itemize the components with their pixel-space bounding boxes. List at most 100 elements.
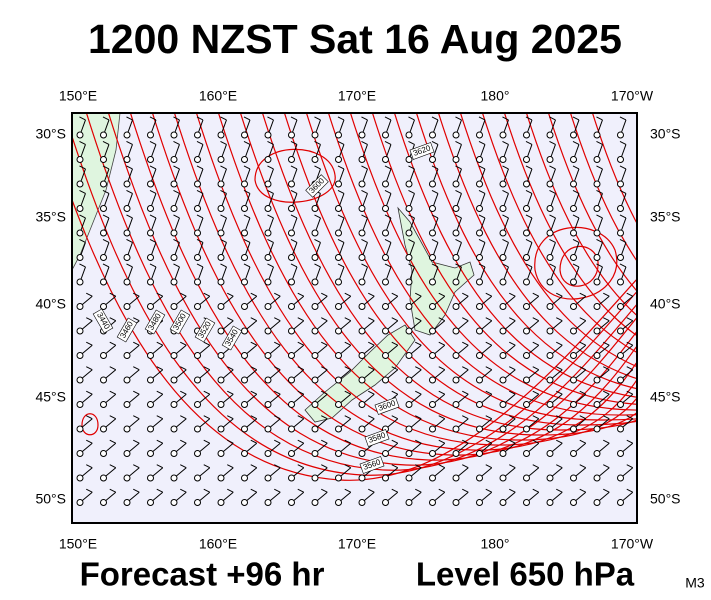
wind-feather [603, 415, 610, 420]
station [499, 205, 507, 212]
station [194, 352, 201, 359]
lat-label-left: 45°S [35, 389, 66, 405]
wind-feather [227, 439, 234, 444]
station [593, 327, 601, 335]
wind-feather [596, 239, 603, 243]
station [546, 474, 554, 482]
station [429, 303, 436, 310]
wind-feather [391, 488, 398, 493]
station [546, 254, 554, 261]
station [593, 254, 601, 261]
wind-feather [556, 341, 563, 346]
wind-feather [438, 341, 445, 346]
station [429, 131, 436, 139]
station [100, 254, 107, 261]
wind-feather [344, 415, 351, 420]
wind-feather [603, 341, 610, 346]
wind-feather [384, 239, 392, 243]
station [264, 205, 272, 212]
wind-feather [109, 464, 116, 469]
wind-feather [274, 341, 281, 346]
lat-label-right: 35°S [650, 209, 681, 225]
station [147, 131, 154, 139]
station [100, 205, 107, 212]
station [476, 278, 483, 286]
wind-feather [502, 141, 509, 145]
wind-feather [196, 116, 204, 121]
station [358, 499, 366, 506]
wind-feather [173, 239, 180, 243]
wind-feather [86, 439, 93, 444]
wind-feather [297, 488, 304, 493]
wind-feather [525, 239, 533, 243]
station [570, 474, 577, 482]
station [123, 425, 131, 433]
wind-feather [462, 390, 469, 395]
wind-feather [462, 464, 469, 469]
wind-feather [415, 341, 422, 346]
station [593, 401, 601, 408]
wind-feather [532, 439, 539, 444]
wind-feather [502, 116, 509, 121]
station [382, 229, 389, 237]
station [523, 303, 530, 310]
station [217, 156, 225, 163]
wind-feather [102, 190, 110, 194]
station [405, 156, 413, 163]
station [194, 180, 201, 188]
station [123, 303, 131, 310]
station [76, 180, 84, 188]
station [335, 474, 342, 482]
station [452, 303, 460, 310]
wind-feather [250, 439, 257, 444]
wind-feather [455, 214, 462, 219]
wind-feather [79, 190, 86, 194]
contour-line [217, 113, 637, 441]
wind-feather [227, 292, 234, 297]
wind-feather [532, 292, 539, 297]
wind-feather [220, 141, 227, 145]
level-label: Level 650 hPa [416, 556, 635, 593]
station [476, 180, 483, 188]
station [170, 474, 178, 482]
station [288, 303, 295, 310]
station [452, 425, 460, 433]
wind-feather [532, 464, 539, 469]
station [452, 327, 460, 335]
wind-feather [408, 263, 415, 268]
wind-feather [361, 190, 368, 194]
station [241, 474, 248, 482]
station [335, 131, 342, 139]
wind-feather [478, 239, 486, 243]
station [358, 450, 366, 457]
station [147, 205, 154, 212]
wind-feather [337, 239, 345, 243]
station [405, 303, 413, 310]
wind-feather [203, 464, 210, 469]
wind-feather [485, 390, 492, 395]
wind-feather [579, 439, 586, 444]
station [617, 499, 624, 506]
wind-feather [133, 464, 140, 469]
wind-feather [321, 415, 328, 420]
wind-feather [572, 263, 580, 268]
wind-feather [462, 439, 469, 444]
station [593, 156, 601, 163]
station [570, 425, 577, 433]
station [335, 180, 342, 188]
station [170, 499, 178, 506]
wind-feather [290, 263, 298, 268]
wind-feather [126, 165, 133, 170]
station [546, 352, 554, 359]
wind-feather [337, 116, 345, 121]
wind-feather [267, 190, 274, 194]
station [194, 474, 201, 482]
station [194, 401, 201, 408]
wind-feather [368, 415, 375, 420]
wind-feather [196, 214, 204, 219]
wind-feather [173, 141, 180, 145]
wind-feather [408, 141, 415, 145]
wind-feather [603, 390, 610, 395]
station [147, 156, 154, 163]
lon-label-bottom: 150°E [59, 536, 97, 552]
